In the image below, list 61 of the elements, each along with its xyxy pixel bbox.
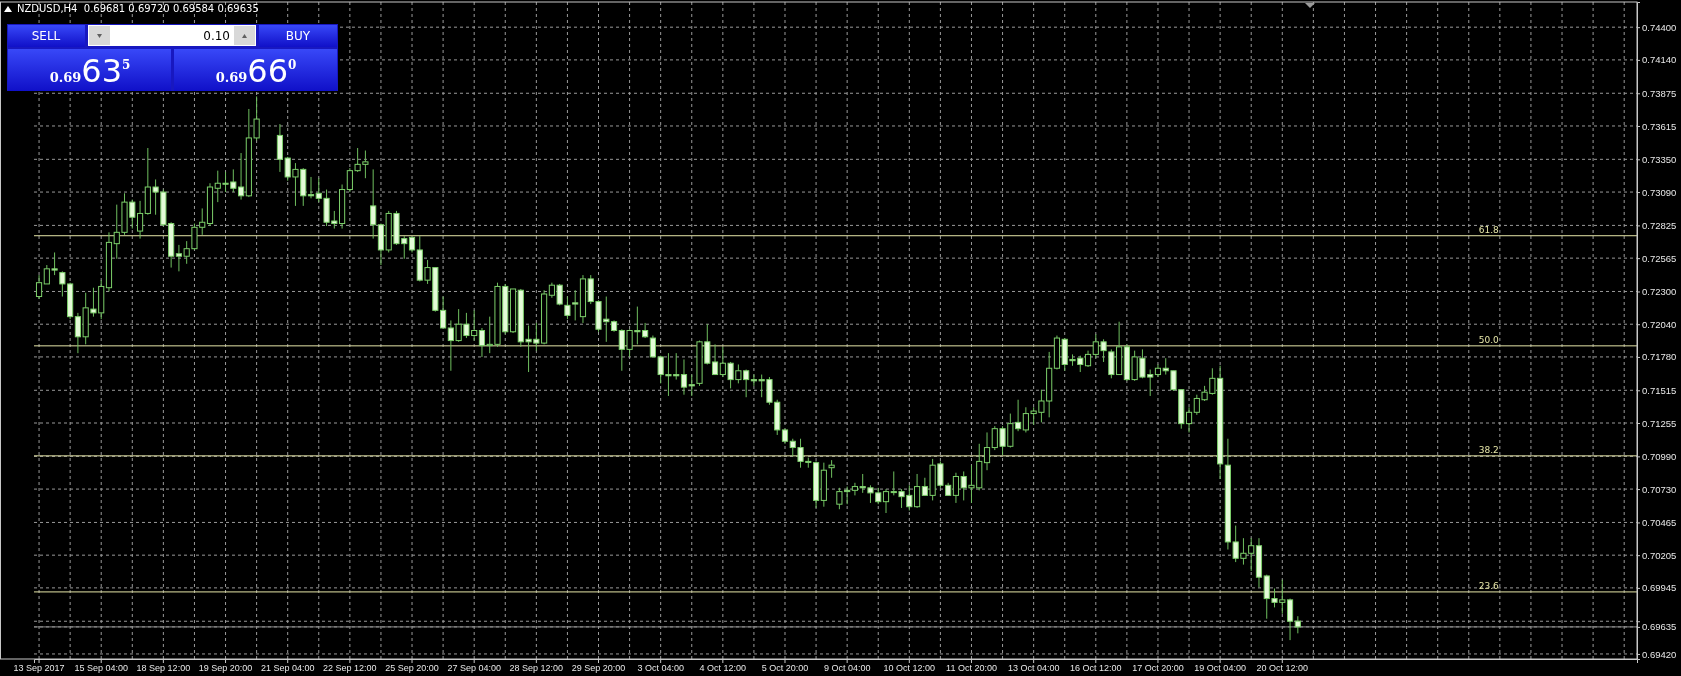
- y-tick-label: 0.73875: [1642, 87, 1677, 99]
- x-tick-label: 11 Oct 20:00: [946, 662, 997, 673]
- candlestick: [564, 296, 571, 320]
- y-tick-label: 0.69420: [1642, 648, 1677, 660]
- annotation: SELL: [31, 29, 61, 43]
- x-tick-label: 16 Oct 12:00: [1070, 662, 1122, 673]
- y-tick-label: 0.70205: [1642, 549, 1677, 561]
- x-tick-label: 15 Sep 04:00: [74, 662, 128, 673]
- y-tick-label: 0.71255: [1642, 417, 1677, 429]
- x-tick-label: 10 Oct 12:00: [883, 662, 936, 673]
- x-tick-label: 29 Sep 20:00: [571, 662, 626, 673]
- x-tick-label: 18 Sep 12:00: [136, 662, 191, 673]
- x-tick-label: 5 Oct 20:00: [761, 662, 809, 673]
- y-tick-label: 0.74140: [1642, 54, 1677, 66]
- candlestick: [688, 374, 695, 397]
- x-tick-label: 13 Oct 04:00: [1007, 662, 1060, 673]
- y-tick-label: 0.72565: [1642, 252, 1677, 264]
- candlestick: [307, 176, 315, 199]
- y-tick-label: 0.69635: [1642, 621, 1677, 633]
- x-tick-label: 3 Oct 04:00: [637, 662, 684, 673]
- candlestick: [35, 274, 43, 300]
- y-tick-label: 0.70465: [1642, 516, 1677, 528]
- x-tick-label: 19 Oct 04:00: [1194, 662, 1246, 673]
- y-tick-label: 0.70730: [1642, 483, 1677, 495]
- x-tick-label: 20 Oct 12:00: [1256, 662, 1309, 673]
- y-tick-label: 0.72300: [1642, 286, 1677, 298]
- annotation: 23.6: [1478, 580, 1500, 591]
- annotation: 0.10: [203, 29, 230, 43]
- candlestick: [882, 488, 890, 514]
- candlestick: [370, 168, 377, 240]
- annotation: BUY: [285, 29, 311, 43]
- y-tick-label: 0.69945: [1642, 582, 1677, 594]
- y-tick-label: 0.73350: [1642, 153, 1677, 165]
- x-tick-label: 22 Sep 12:00: [323, 662, 377, 673]
- x-tick-label: 25 Sep 20:00: [385, 662, 439, 673]
- y-tick-label: 0.71780: [1642, 351, 1677, 363]
- y-tick-label: 0.74400: [1642, 21, 1677, 33]
- annotation: 38.2: [1478, 444, 1499, 455]
- x-tick-label: 19 Sep 20:00: [198, 662, 253, 673]
- annotation: 0.6963$^{5}$: [49, 52, 131, 90]
- x-tick-label: 17 Oct 20:00: [1132, 662, 1184, 673]
- annotation: 0.6966$^{0}$: [215, 52, 297, 90]
- y-tick-label: 0.70990: [1642, 450, 1677, 462]
- y-tick-label: 0.73090: [1642, 186, 1677, 198]
- chart-title: NZDUSD,H4 0.69681 0.69720 0.69584 0.69635: [17, 3, 259, 14]
- candlestick: [680, 358, 688, 396]
- y-tick-label: 0.72040: [1642, 318, 1677, 330]
- annotation: 50.0: [1478, 334, 1500, 345]
- candlestick: [983, 431, 991, 471]
- x-tick-label: 27 Sep 04:00: [447, 662, 501, 673]
- x-tick-label: 4 Oct 12:00: [699, 662, 747, 673]
- candlestick: [1154, 363, 1162, 378]
- x-tick-label: 28 Sep 12:00: [509, 662, 564, 673]
- annotation: 61.8: [1478, 224, 1500, 235]
- x-tick-label: 21 Sep 04:00: [260, 662, 315, 673]
- y-tick-label: 0.72825: [1642, 219, 1677, 231]
- y-tick-label: 0.73615: [1642, 120, 1677, 132]
- x-tick-label: 9 Oct 04:00: [823, 662, 871, 673]
- x-tick-label: 13 Sep 2017: [13, 662, 65, 673]
- y-tick-label: 0.71515: [1642, 384, 1677, 396]
- candlestick: [572, 289, 579, 321]
